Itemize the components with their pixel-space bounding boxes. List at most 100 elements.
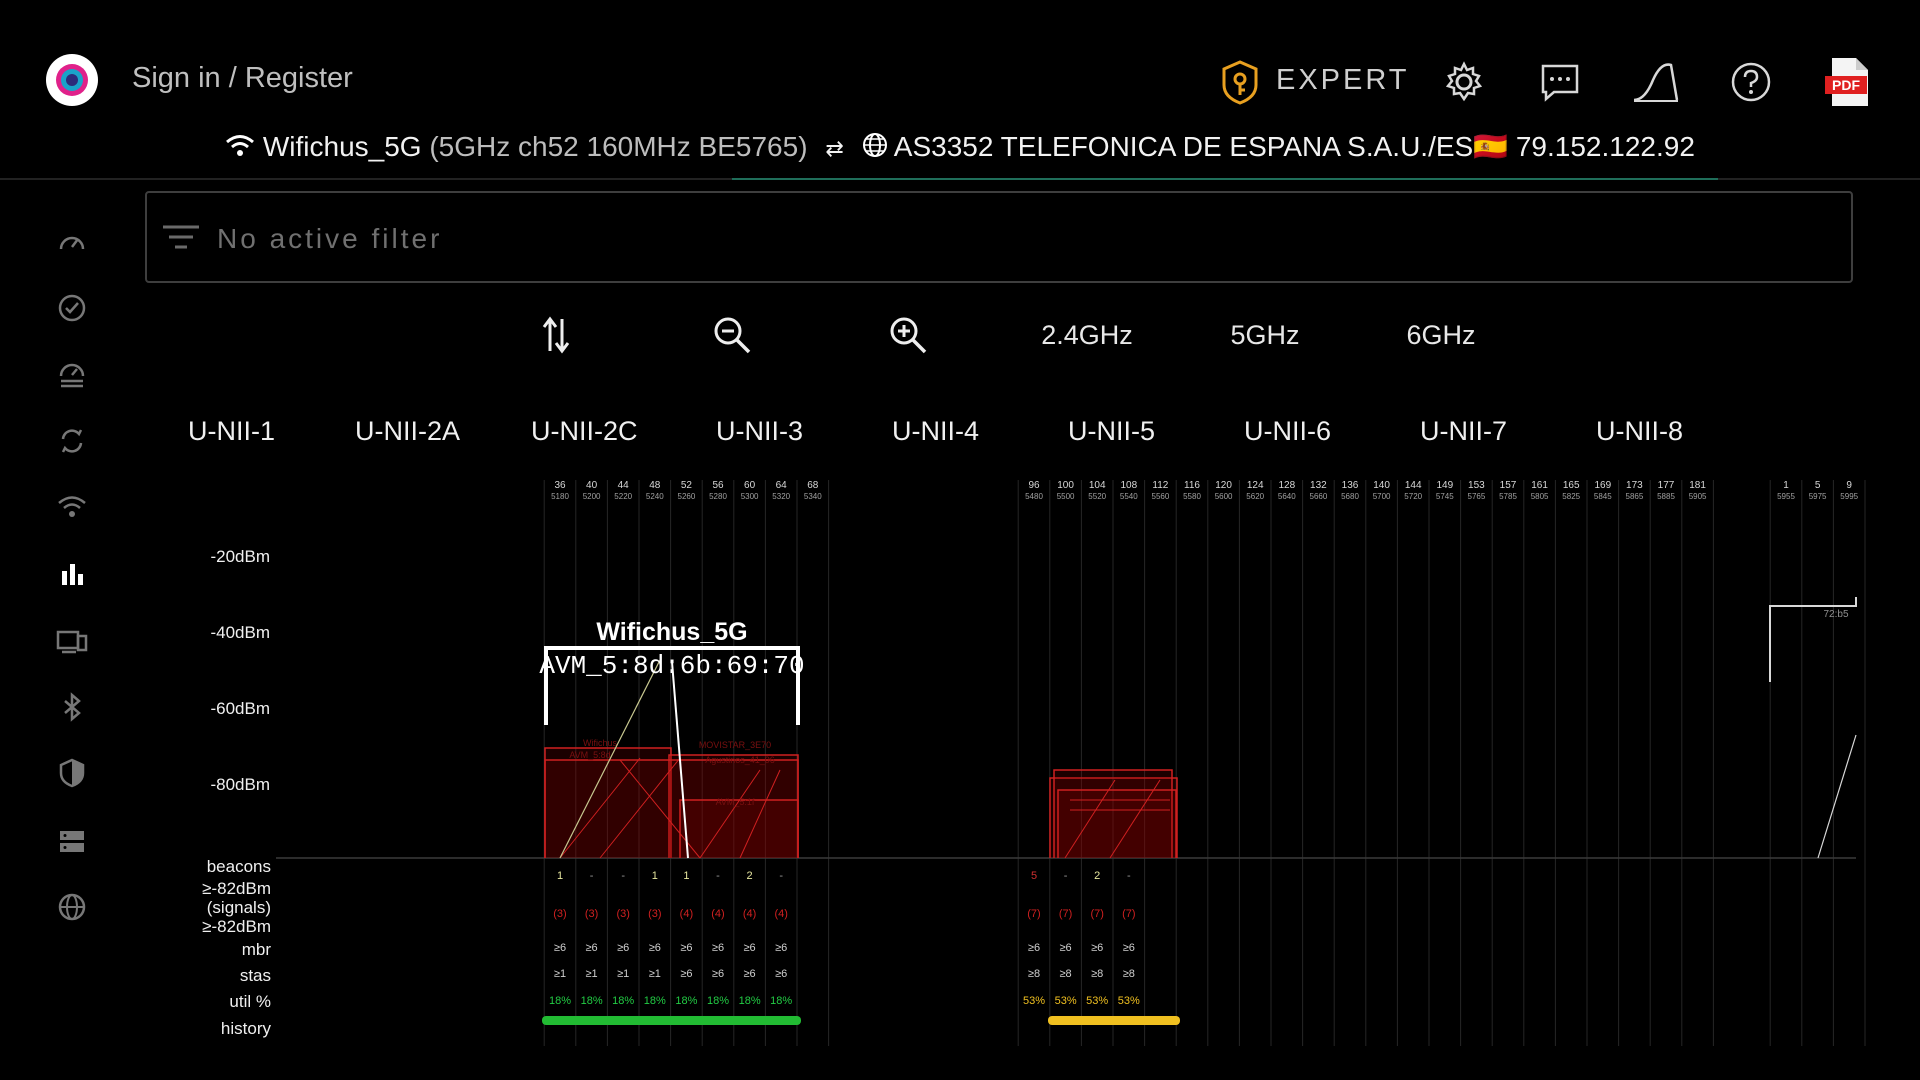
stat-stas-cell: ≥8 — [1123, 968, 1135, 980]
expert-label[interactable]: EXPERT — [1276, 64, 1410, 96]
band-group-unii-4[interactable]: U-NII-4 — [892, 416, 979, 446]
channel-frequency-label: 5955 — [1777, 492, 1795, 501]
globe-icon[interactable] — [52, 887, 92, 927]
band-group-unii-2a[interactable]: U-NII-2A — [355, 416, 461, 446]
band-group-unii-2c[interactable]: U-NII-2C — [531, 416, 638, 446]
band-group-unii-8[interactable]: U-NII-8 — [1596, 416, 1683, 446]
shield-icon[interactable] — [52, 753, 92, 793]
zoom-out-icon[interactable] — [706, 310, 758, 360]
channel-number-label: 161 — [1531, 480, 1548, 491]
network-signal-shape — [1064, 779, 1170, 859]
channel-number-label: 136 — [1342, 480, 1359, 491]
stat-beacons-cell: - — [779, 870, 783, 882]
channel-frequency-label: 5825 — [1562, 492, 1580, 501]
stat-util-cell: 18% — [644, 995, 666, 1007]
zoom-in-icon[interactable] — [882, 310, 934, 360]
sync-icon[interactable] — [52, 421, 92, 461]
pdf-icon[interactable]: PDF — [1821, 55, 1875, 109]
channel-frequency-label: 5220 — [614, 492, 632, 501]
wifi-icon[interactable] — [52, 487, 92, 527]
highlighted-network-bssid: AVM_5:8d:6b:69:70 — [539, 651, 804, 681]
gear-icon[interactable] — [1437, 55, 1491, 109]
isp-name: AS3352 TELEFONICA DE ESPANA S.A.U./ES — [893, 131, 1474, 162]
channel-frequency-label: 5520 — [1088, 492, 1106, 501]
filter-bar[interactable]: No active filter — [145, 191, 1853, 283]
channel-number-label: 60 — [744, 480, 756, 491]
bar-chart-icon[interactable] — [52, 554, 92, 594]
stat-util-cell: 53% — [1118, 995, 1140, 1007]
network-info-bar: Wifichus_5G (5GHz ch52 160MHz BE5765) ⇄ … — [0, 130, 1920, 163]
band-group-unii-6[interactable]: U-NII-6 — [1244, 416, 1331, 446]
row-label-history: history — [220, 1019, 271, 1038]
channel-number-label: 177 — [1658, 480, 1675, 491]
country-flag: 🇪🇸 — [1473, 131, 1509, 162]
network-signal-shape — [679, 799, 799, 858]
channel-number-label: 112 — [1152, 480, 1168, 491]
stat-util-cell: 18% — [549, 995, 571, 1007]
stat-signals-cell: (3) — [553, 908, 566, 920]
band-group-unii-3[interactable]: U-NII-3 — [716, 416, 803, 446]
filter-placeholder: No active filter — [217, 223, 443, 254]
app-logo[interactable] — [46, 54, 98, 106]
stat-beacons-cell: - — [1064, 870, 1068, 882]
channel-frequency-label: 5280 — [709, 492, 727, 501]
y-axis-label: -80dBm — [210, 775, 270, 794]
channel-frequency-label: 5580 — [1183, 492, 1201, 501]
stat-stas-cell: ≥8 — [1091, 968, 1103, 980]
band-5ghz-button[interactable]: 5GHz — [1230, 319, 1300, 350]
check-circle-icon[interactable] — [52, 288, 92, 328]
sort-icon[interactable] — [530, 310, 582, 360]
channel-frequency-label: 5845 — [1594, 492, 1612, 501]
channel-number-label: 173 — [1626, 480, 1643, 491]
channel-frequency-label: 5500 — [1057, 492, 1075, 501]
channel-number-label: 144 — [1405, 480, 1422, 491]
channel-number-label: 153 — [1468, 480, 1485, 491]
speed-history-icon[interactable] — [52, 355, 92, 395]
network-signal-shape — [1049, 777, 1178, 858]
channel-frequency-label: 5240 — [646, 492, 664, 501]
filter-icon[interactable] — [161, 223, 201, 253]
band-6ghz-button[interactable]: 6GHz — [1406, 319, 1476, 350]
stat-beacons-cell: 1 — [557, 870, 563, 882]
stat-util-cell: 53% — [1055, 995, 1077, 1007]
band-group-unii-1[interactable]: U-NII-1 — [188, 416, 275, 446]
band-group-unii-5[interactable]: U-NII-5 — [1068, 416, 1155, 446]
devices-icon[interactable] — [52, 621, 92, 661]
band-group-unii-7[interactable]: U-NII-7 — [1420, 416, 1507, 446]
band-24ghz-button[interactable]: 2.4GHz — [1041, 319, 1133, 350]
stat-signals-cell: (3) — [616, 908, 629, 920]
expert-badge-icon[interactable] — [1213, 55, 1267, 109]
stat-beacons-cell: 1 — [652, 870, 658, 882]
signal-curve-icon[interactable] — [1629, 55, 1683, 109]
history-bar — [1048, 1016, 1180, 1025]
channel-frequency-label: 5600 — [1215, 492, 1233, 501]
channel-number-label: 36 — [554, 480, 566, 491]
stat-mbr-cell: ≥6 — [680, 942, 692, 954]
stat-stas-cell: ≥1 — [554, 968, 566, 980]
stat-mbr-cell: ≥6 — [554, 942, 566, 954]
highlighted-network-shape — [544, 646, 800, 725]
chat-icon[interactable] — [1533, 55, 1587, 109]
channel-frequency-label: 5480 — [1025, 492, 1043, 501]
channel-number-label: 44 — [618, 480, 630, 491]
channel-number-label: 116 — [1184, 480, 1200, 491]
network-signal-line — [1817, 734, 1857, 859]
stat-stas-cell: ≥1 — [617, 968, 629, 980]
sign-in-link[interactable]: Sign in / Register — [132, 62, 353, 94]
channel-frequency-label: 5975 — [1809, 492, 1827, 501]
channel-frequency-label: 5320 — [772, 492, 790, 501]
stat-stas-cell: ≥1 — [649, 968, 661, 980]
stat-mbr-cell: ≥6 — [1060, 942, 1072, 954]
channel-frequency-label: 5560 — [1152, 492, 1170, 501]
help-icon[interactable] — [1724, 55, 1778, 109]
channel-number-label: 124 — [1247, 480, 1264, 491]
server-icon[interactable] — [52, 821, 92, 861]
stat-stas-cell: ≥8 — [1028, 968, 1040, 980]
channel-number-label: 140 — [1373, 480, 1390, 491]
channel-number-label: 132 — [1310, 480, 1327, 491]
speedometer-icon[interactable] — [52, 222, 92, 262]
stat-mbr-cell: ≥6 — [617, 942, 629, 954]
bluetooth-icon[interactable] — [52, 687, 92, 727]
row-label-ge82: ≥-82dBm — [202, 917, 271, 936]
